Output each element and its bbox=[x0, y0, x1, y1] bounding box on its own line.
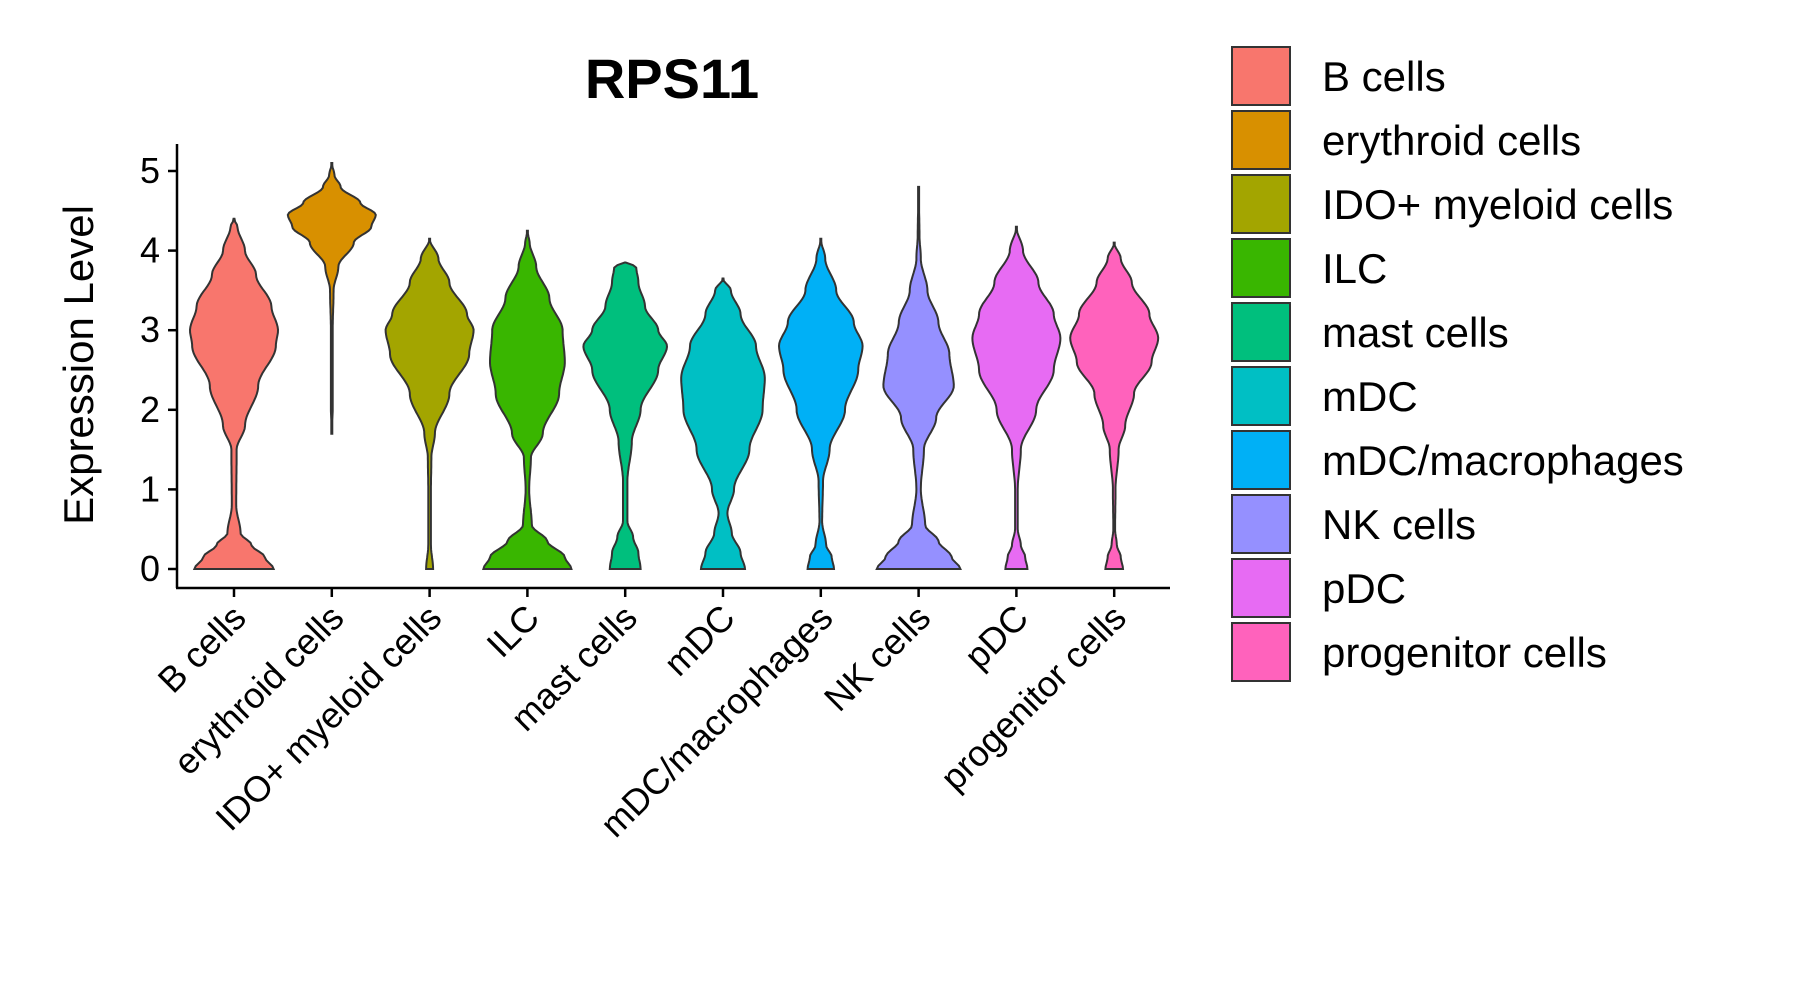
legend-label: pDC bbox=[1322, 565, 1406, 612]
legend-label: mDC bbox=[1322, 373, 1418, 420]
legend-label: IDO+ myeloid cells bbox=[1322, 181, 1673, 228]
violin-mdc bbox=[680, 277, 766, 570]
legend-swatch bbox=[1231, 238, 1291, 298]
violin-erythroid-cells bbox=[286, 162, 377, 435]
violin-b-cells bbox=[188, 217, 280, 570]
legend-swatch bbox=[1231, 302, 1291, 362]
legend-label: progenitor cells bbox=[1322, 629, 1607, 676]
legend-swatch bbox=[1231, 494, 1291, 554]
violin-group bbox=[188, 162, 1160, 570]
legend: B cells erythroid cells IDO+ myeloid cells… bbox=[1231, 46, 1684, 682]
x-tick-label: NK cells bbox=[816, 597, 938, 719]
legend-swatch bbox=[1231, 558, 1291, 618]
legend-swatch bbox=[1231, 174, 1291, 234]
legend-swatch bbox=[1231, 366, 1291, 426]
x-tick-label: mDC bbox=[656, 597, 743, 684]
y-tick-label: 5 bbox=[140, 150, 160, 191]
y-tick-label: 0 bbox=[140, 548, 160, 589]
legend-swatch bbox=[1231, 430, 1291, 490]
legend-swatch bbox=[1231, 622, 1291, 682]
y-axis-label: Expression Level bbox=[55, 205, 102, 525]
violin-mast-cells bbox=[582, 261, 669, 570]
legend-label: B cells bbox=[1322, 53, 1446, 100]
violin-progenitor-cells bbox=[1069, 241, 1160, 570]
violin-mdc-macrophages bbox=[777, 237, 864, 570]
chart-title: RPS11 bbox=[585, 47, 759, 110]
violin-nk-cells bbox=[875, 185, 962, 570]
x-tick-label: erythroid cells bbox=[165, 597, 351, 783]
y-tick-label: 3 bbox=[140, 309, 160, 350]
y-tick-label: 2 bbox=[140, 389, 160, 430]
legend-label: erythroid cells bbox=[1322, 117, 1581, 164]
legend-label: mDC/macrophages bbox=[1322, 437, 1684, 484]
legend-swatch bbox=[1231, 110, 1291, 170]
violin-ido-myeloid-cells bbox=[384, 237, 475, 570]
y-ticks: 0 1 2 3 4 5 bbox=[140, 150, 177, 589]
violin-pdc bbox=[971, 225, 1062, 570]
y-tick-label: 4 bbox=[140, 230, 160, 271]
legend-label: mast cells bbox=[1322, 309, 1509, 356]
y-tick-label: 1 bbox=[140, 468, 160, 509]
x-tick-label: ILC bbox=[478, 597, 547, 666]
legend-label: ILC bbox=[1322, 245, 1387, 292]
violin-ilc bbox=[482, 229, 573, 570]
x-tick-label: pDC bbox=[956, 597, 1036, 677]
legend-label: NK cells bbox=[1322, 501, 1476, 548]
legend-swatch bbox=[1231, 46, 1291, 106]
